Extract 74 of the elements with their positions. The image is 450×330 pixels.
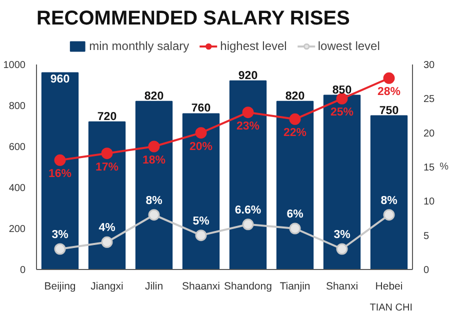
data-label: 20%	[189, 140, 213, 153]
bar	[88, 121, 126, 270]
point	[195, 230, 207, 242]
point	[101, 148, 113, 160]
legend-label: highest level	[220, 39, 287, 53]
point	[289, 113, 301, 125]
point	[54, 243, 66, 255]
x-tick-label: Shandong	[224, 280, 272, 292]
data-label: 760	[191, 102, 211, 115]
legend-label: lowest level	[318, 39, 380, 53]
point	[289, 222, 301, 234]
y-tick-label: 1000	[3, 60, 26, 71]
data-label: 5%	[192, 215, 210, 228]
point	[195, 127, 207, 139]
y2-tick-label: 0	[424, 265, 430, 276]
point	[148, 140, 160, 152]
y2-tick-label: 20	[424, 128, 436, 140]
y-tick-label: 400	[8, 183, 26, 194]
bar	[323, 94, 361, 270]
x-tick-label: Hebei	[375, 280, 403, 292]
data-label: 6%	[286, 208, 304, 220]
y2-tick-label: 30	[424, 60, 436, 71]
data-label: 8%	[146, 194, 162, 207]
y2-axis-title: %	[440, 162, 449, 172]
point	[101, 236, 113, 248]
bar	[370, 115, 408, 270]
data-label: 8%	[380, 194, 398, 207]
y2-tick-label: 15	[424, 162, 436, 174]
data-label: 25%	[330, 106, 354, 119]
y2-tick-label: 5	[424, 230, 430, 242]
point	[54, 154, 66, 166]
data-label: 850	[332, 84, 352, 96]
data-label: 17%	[95, 161, 119, 174]
data-label: 28%	[377, 86, 401, 98]
point	[148, 209, 160, 221]
data-label: 720	[97, 110, 117, 123]
data-label: 18%	[142, 154, 166, 166]
data-label: 23%	[236, 120, 260, 132]
chart-title: RECOMMENDED SALARY RISES	[36, 8, 350, 30]
bar	[229, 80, 267, 270]
bar	[41, 72, 79, 270]
x-tick-label: Jiangxi	[90, 280, 124, 292]
legend-label: min monthly salary	[89, 39, 190, 53]
y-tick-label: 600	[8, 142, 26, 153]
point	[383, 209, 395, 221]
data-label: 820	[144, 90, 164, 102]
x-tick-label: Beijing	[44, 280, 76, 292]
point	[383, 72, 395, 84]
data-label: 3%	[52, 229, 68, 241]
x-tick-label: Shanxi	[326, 280, 358, 292]
bar	[182, 113, 220, 270]
point	[242, 218, 254, 230]
bar	[276, 100, 314, 270]
x-tick-label: Jilin	[144, 280, 164, 292]
point	[336, 243, 348, 255]
data-label: 3%	[334, 229, 350, 241]
data-label: 6.6%	[234, 204, 262, 216]
y2-tick-label: 25	[424, 94, 436, 106]
bar	[135, 100, 173, 270]
y-tick-label: 800	[8, 101, 26, 112]
data-label: 750	[379, 104, 399, 117]
y-tick-label: 0	[20, 265, 26, 276]
y-tick-label: 200	[8, 224, 26, 235]
data-label: 960	[50, 74, 70, 86]
data-label: 4%	[98, 222, 116, 234]
point	[242, 106, 254, 118]
x-tick-label: Tianjin	[280, 280, 310, 292]
data-label: 16%	[48, 168, 72, 180]
y2-tick-label: 10	[424, 196, 436, 208]
data-label: 22%	[283, 127, 307, 140]
data-label: 820	[285, 90, 305, 102]
data-label: 920	[238, 70, 258, 82]
x-tick-label: Shaanxi	[182, 280, 220, 292]
text: TIAN CHI	[370, 302, 413, 314]
